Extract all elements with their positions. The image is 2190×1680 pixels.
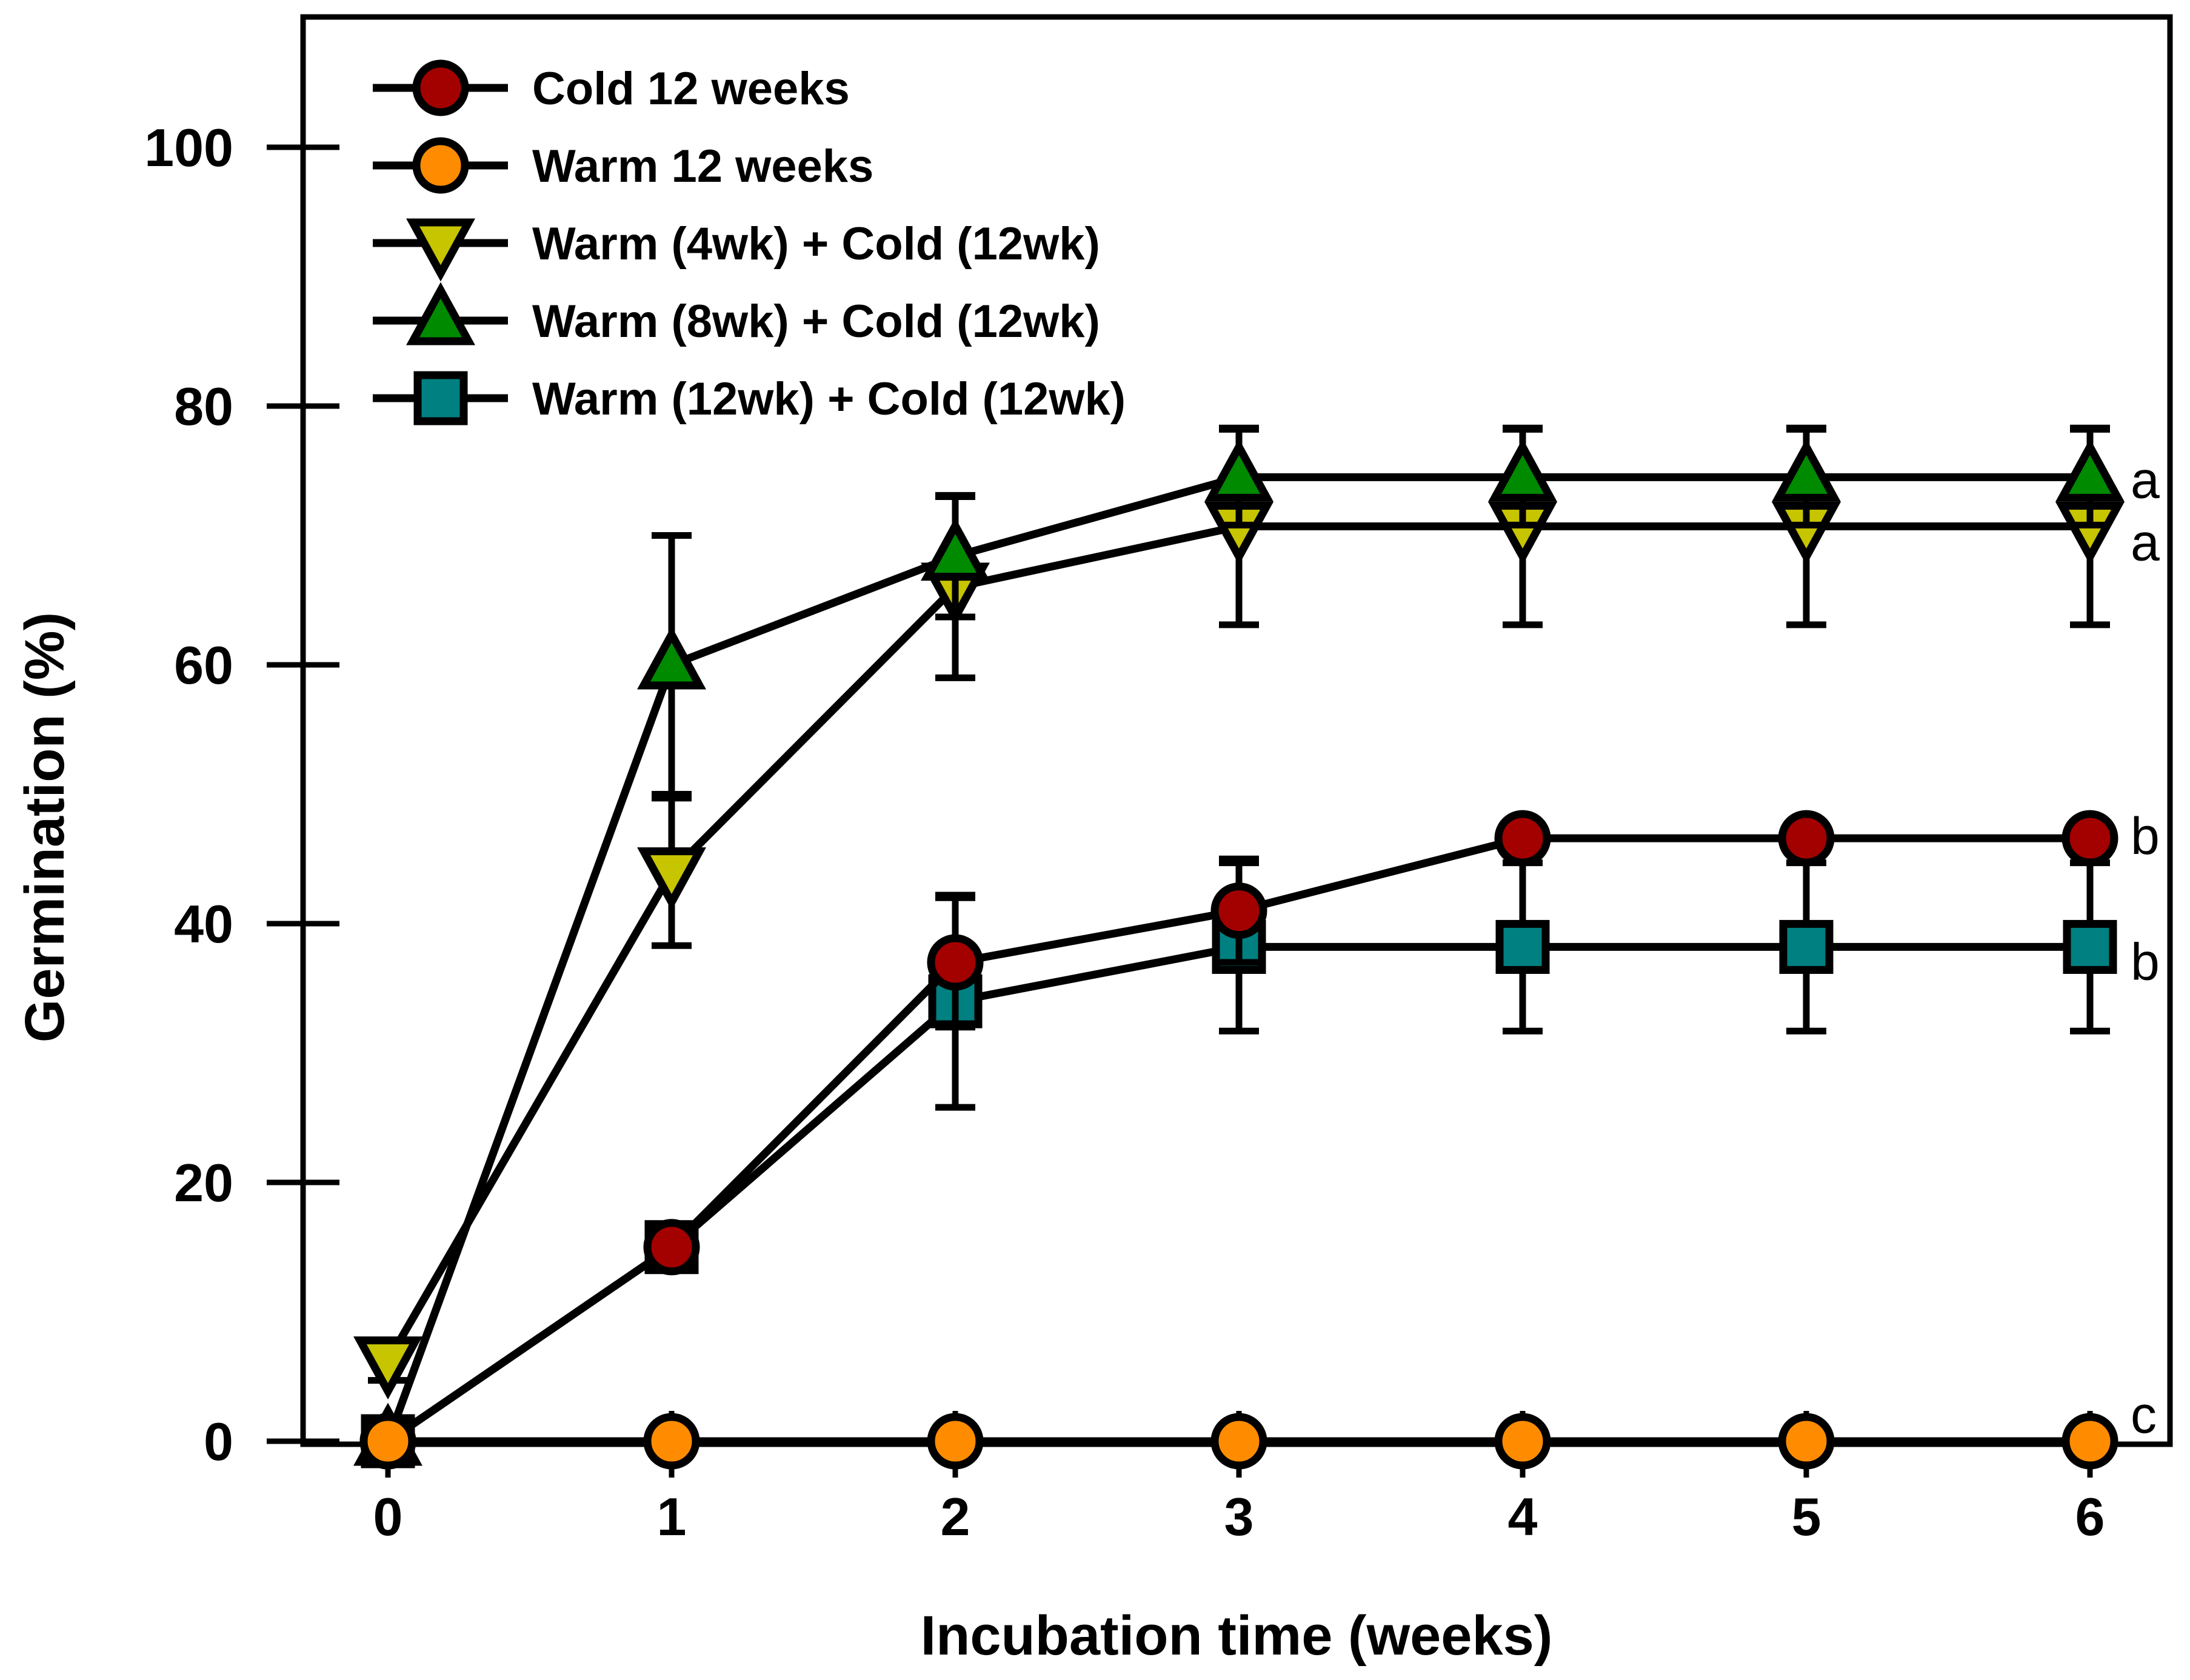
y-tick-label: 0 (204, 1412, 233, 1472)
x-tick-label: 0 (373, 1487, 403, 1547)
legend-item: Cold 12 weeks (373, 59, 850, 116)
data-point (1488, 438, 1557, 502)
data-point (927, 1413, 984, 1470)
legend-marker (413, 371, 468, 425)
x-tick-label: 6 (2075, 1487, 2105, 1547)
significance-letter: a (2131, 514, 2160, 572)
legend-item: Warm (12wk) + Cold (12wk) (373, 371, 1126, 425)
legend-marker (406, 282, 475, 345)
significance-letter: c (2131, 1386, 2157, 1444)
data-point (2061, 810, 2118, 867)
data-point (1494, 810, 1551, 867)
y-tick-label: 100 (144, 118, 233, 178)
y-tick-label: 20 (174, 1153, 233, 1213)
legend-label: Warm (12wk) + Cold (12wk) (532, 373, 1126, 425)
legend-marker (412, 137, 469, 194)
x-tick-label: 3 (1224, 1487, 1254, 1547)
y-tick-label: 60 (174, 635, 233, 695)
data-point (1210, 1413, 1267, 1470)
x-tick-label: 4 (1508, 1487, 1538, 1547)
x-axis-title: Incubation time (weeks) (921, 1605, 1553, 1667)
x-axis: 0 1 2 3 4 5 6 (373, 1411, 2105, 1547)
legend-item: Warm 12 weeks (373, 137, 873, 194)
data-point (637, 626, 706, 690)
data-point (1779, 919, 1834, 974)
data-point (927, 934, 984, 991)
data-point (1204, 438, 1274, 502)
y-axis: 0 20 40 60 80 100 (144, 118, 339, 1472)
data-point (1778, 810, 1835, 867)
data-point (2063, 919, 2117, 974)
x-tick-label: 2 (941, 1487, 970, 1547)
y-tick-label: 40 (174, 894, 233, 954)
legend-label: Cold 12 weeks (532, 63, 850, 115)
data-point (359, 1413, 416, 1470)
significance-letter: a (2131, 451, 2160, 509)
series-warm-12-weeks: c (359, 1386, 2157, 1470)
significance-letter: b (2131, 807, 2160, 865)
series-layer: b b aa c (353, 424, 2160, 1470)
y-tick-label: 80 (174, 376, 233, 436)
legend: Cold 12 weeks Warm 12 weeks Warm (4wk) + C… (373, 59, 1126, 425)
data-point (637, 847, 706, 911)
legend-marker (412, 59, 469, 116)
series-warm-12wk-cold-12wk-: b (361, 859, 2160, 1468)
data-point (1210, 882, 1267, 939)
legend-label: Warm 12 weeks (532, 141, 873, 192)
x-tick-label: 5 (1792, 1487, 1821, 1547)
data-point (1495, 919, 1550, 974)
data-point (1778, 1413, 1835, 1470)
data-point (2061, 1413, 2118, 1470)
legend-marker (406, 218, 475, 282)
legend-label: Warm (8wk) + Cold (12wk) (532, 296, 1100, 347)
significance-letter: b (2131, 933, 2160, 991)
legend-label: Warm (4wk) + Cold (12wk) (532, 218, 1100, 270)
data-point (1772, 438, 1841, 502)
data-point (643, 1413, 700, 1470)
data-point (921, 518, 990, 581)
data-point (353, 1336, 422, 1400)
x-tick-label: 1 (657, 1487, 687, 1547)
data-point (2055, 438, 2125, 502)
data-point (643, 1219, 700, 1276)
legend-item: Warm (4wk) + Cold (12wk) (373, 218, 1100, 282)
series-cold-12-weeks: b (359, 807, 2160, 1470)
legend-item: Warm (8wk) + Cold (12wk) (373, 282, 1100, 347)
y-axis-title: Germination (%) (14, 612, 76, 1042)
data-point (1494, 1413, 1551, 1470)
